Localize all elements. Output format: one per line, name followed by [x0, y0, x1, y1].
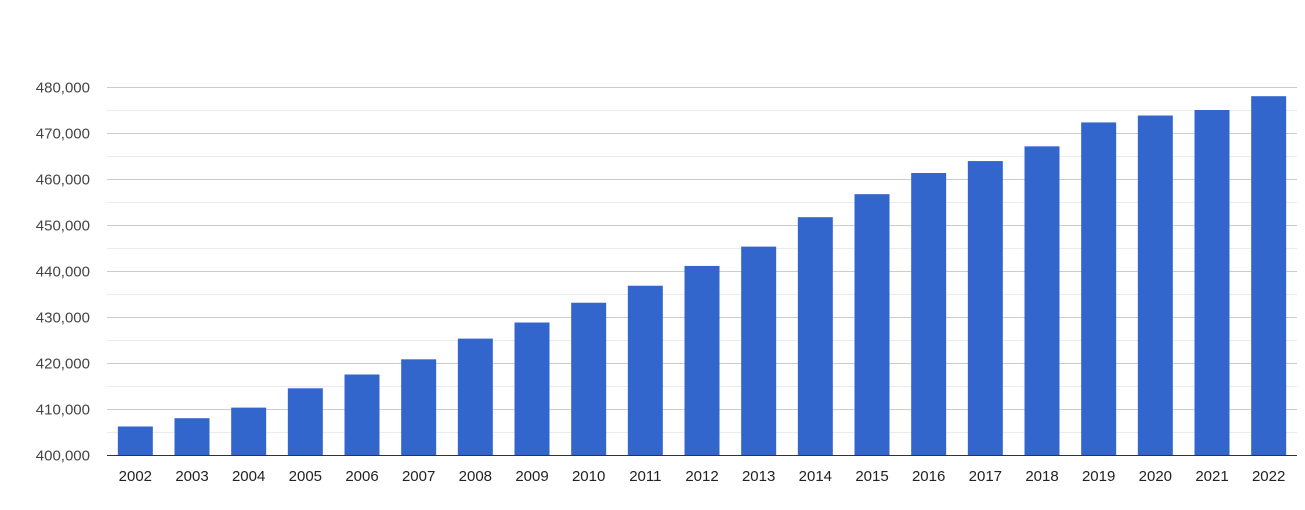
bar[interactable] [457, 338, 493, 455]
x-tick-label: 2016 [912, 468, 945, 485]
bar[interactable] [741, 246, 777, 455]
x-tick-label: 2022 [1252, 468, 1285, 485]
x-tick-label: 2004 [232, 468, 265, 485]
x-tick-label: 2020 [1139, 468, 1172, 485]
bar[interactable] [401, 359, 437, 455]
x-tick-label: 2014 [799, 468, 832, 485]
bar[interactable] [571, 302, 607, 455]
y-tick-label: 450,000 [36, 218, 90, 235]
y-tick-label: 470,000 [36, 126, 90, 143]
y-tick-label: 440,000 [36, 264, 90, 281]
y-tick-label: 460,000 [36, 172, 90, 189]
x-tick-label: 2008 [459, 468, 492, 485]
bar[interactable] [174, 418, 210, 455]
x-tick-label: 2009 [515, 468, 548, 485]
bar[interactable] [1024, 146, 1060, 455]
x-tick-label: 2013 [742, 468, 775, 485]
bar[interactable] [684, 265, 720, 455]
x-axis-ticks: 2002 2003 2004 2005 2006 2007 2008 2009 2010 2011… [119, 468, 1286, 485]
bar[interactable] [287, 388, 323, 455]
bar[interactable] [117, 426, 153, 455]
x-tick-label: 2006 [345, 468, 378, 485]
x-tick-label: 2011 [629, 468, 661, 485]
x-tick-label: 2021 [1195, 468, 1228, 485]
bar[interactable] [797, 217, 833, 455]
y-tick-label: 420,000 [36, 356, 90, 373]
y-tick-label: 480,000 [36, 80, 90, 97]
x-tick-label: 2019 [1082, 468, 1115, 485]
bar[interactable] [1137, 115, 1173, 456]
y-tick-label: 400,000 [36, 448, 90, 465]
bar[interactable] [514, 322, 550, 455]
x-tick-label: 2007 [402, 468, 435, 485]
y-tick-label: 410,000 [36, 402, 90, 419]
x-tick-label: 2015 [855, 468, 888, 485]
x-tick-label: 2005 [289, 468, 322, 485]
bar[interactable] [854, 194, 890, 455]
x-tick-label: 2003 [175, 468, 208, 485]
y-tick-label: 430,000 [36, 310, 90, 327]
x-tick-label: 2018 [1025, 468, 1058, 485]
y-axis-ticks: 400,000 410,000 420,000 430,000 440,000 450,0… [36, 80, 90, 465]
x-tick-label: 2012 [685, 468, 718, 485]
bar[interactable] [911, 173, 947, 455]
bar[interactable] [627, 285, 663, 455]
bar[interactable] [231, 407, 267, 455]
bars-layer [117, 96, 1287, 456]
bar[interactable] [1081, 122, 1117, 456]
bar[interactable] [967, 161, 1003, 455]
bar[interactable] [344, 374, 380, 456]
bar[interactable] [1194, 110, 1230, 455]
x-tick-label: 2002 [119, 468, 152, 485]
x-tick-label: 2017 [969, 468, 1002, 485]
x-tick-label: 2010 [572, 468, 605, 485]
bar[interactable] [1251, 96, 1287, 455]
